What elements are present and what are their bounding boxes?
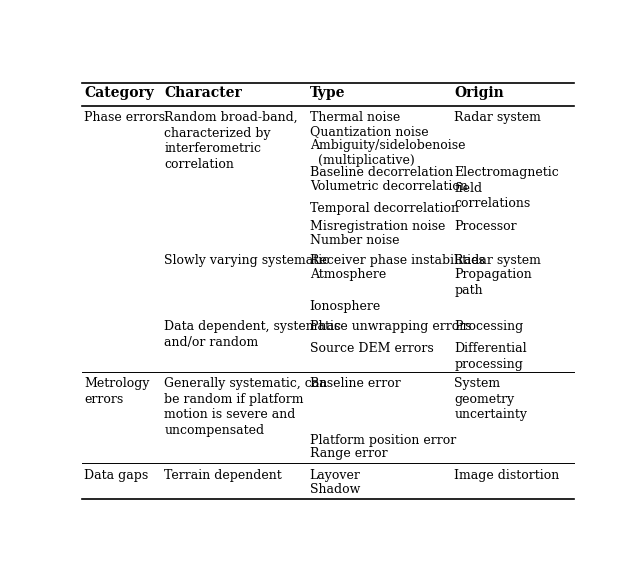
Text: Processor: Processor (454, 220, 517, 234)
Text: Differential
processing: Differential processing (454, 342, 527, 370)
Text: Phase errors: Phase errors (84, 111, 165, 124)
Text: Thermal noise: Thermal noise (310, 111, 400, 124)
Text: Type: Type (310, 86, 345, 100)
Text: Phase unwrapping errors: Phase unwrapping errors (310, 320, 471, 334)
Text: Generally systematic, can
be random if platform
motion is severe and
uncompensat: Generally systematic, can be random if p… (164, 377, 328, 437)
Text: Metrology
errors: Metrology errors (84, 377, 150, 406)
Text: Random broad-band,
characterized by
interferometric
correlation: Random broad-band, characterized by inte… (164, 111, 298, 171)
Text: Baseline error: Baseline error (310, 377, 401, 390)
Text: Ambiguity/sidelobenoise
  (multiplicative): Ambiguity/sidelobenoise (multiplicative) (310, 139, 465, 167)
Text: System
geometry
uncertainty: System geometry uncertainty (454, 377, 527, 421)
Text: Ionosphere: Ionosphere (310, 300, 381, 313)
Text: Data gaps: Data gaps (84, 469, 148, 481)
Text: Origin: Origin (454, 86, 504, 100)
Text: Temporal decorrelation: Temporal decorrelation (310, 202, 459, 215)
Text: Data dependent, systematic
and/or random: Data dependent, systematic and/or random (164, 320, 341, 349)
Text: Source DEM errors: Source DEM errors (310, 342, 433, 355)
Text: Number noise: Number noise (310, 234, 399, 247)
Text: Volumetric decorrelation: Volumetric decorrelation (310, 180, 468, 193)
Text: Shadow: Shadow (310, 483, 360, 495)
Text: Terrain dependent: Terrain dependent (164, 469, 282, 481)
Text: Category: Category (84, 86, 154, 100)
Text: Range error: Range error (310, 447, 387, 460)
Text: Radar system: Radar system (454, 111, 541, 124)
Text: Atmosphere: Atmosphere (310, 268, 386, 281)
Text: Baseline decorrelation: Baseline decorrelation (310, 166, 453, 179)
Text: Receiver phase instabilities: Receiver phase instabilities (310, 254, 484, 267)
Text: Electromagnetic
field
correlations: Electromagnetic field correlations (454, 166, 559, 210)
Text: Slowly varying systematic: Slowly varying systematic (164, 254, 330, 267)
Text: Platform position error: Platform position error (310, 434, 456, 447)
Text: Layover: Layover (310, 469, 360, 481)
Text: Quantization noise: Quantization noise (310, 125, 428, 138)
Text: Radar system: Radar system (454, 254, 541, 267)
Text: Image distortion: Image distortion (454, 469, 560, 481)
Text: Processing: Processing (454, 320, 524, 334)
Text: Misregistration noise: Misregistration noise (310, 220, 445, 234)
Text: Propagation
path: Propagation path (454, 268, 532, 297)
Text: Character: Character (164, 86, 242, 100)
